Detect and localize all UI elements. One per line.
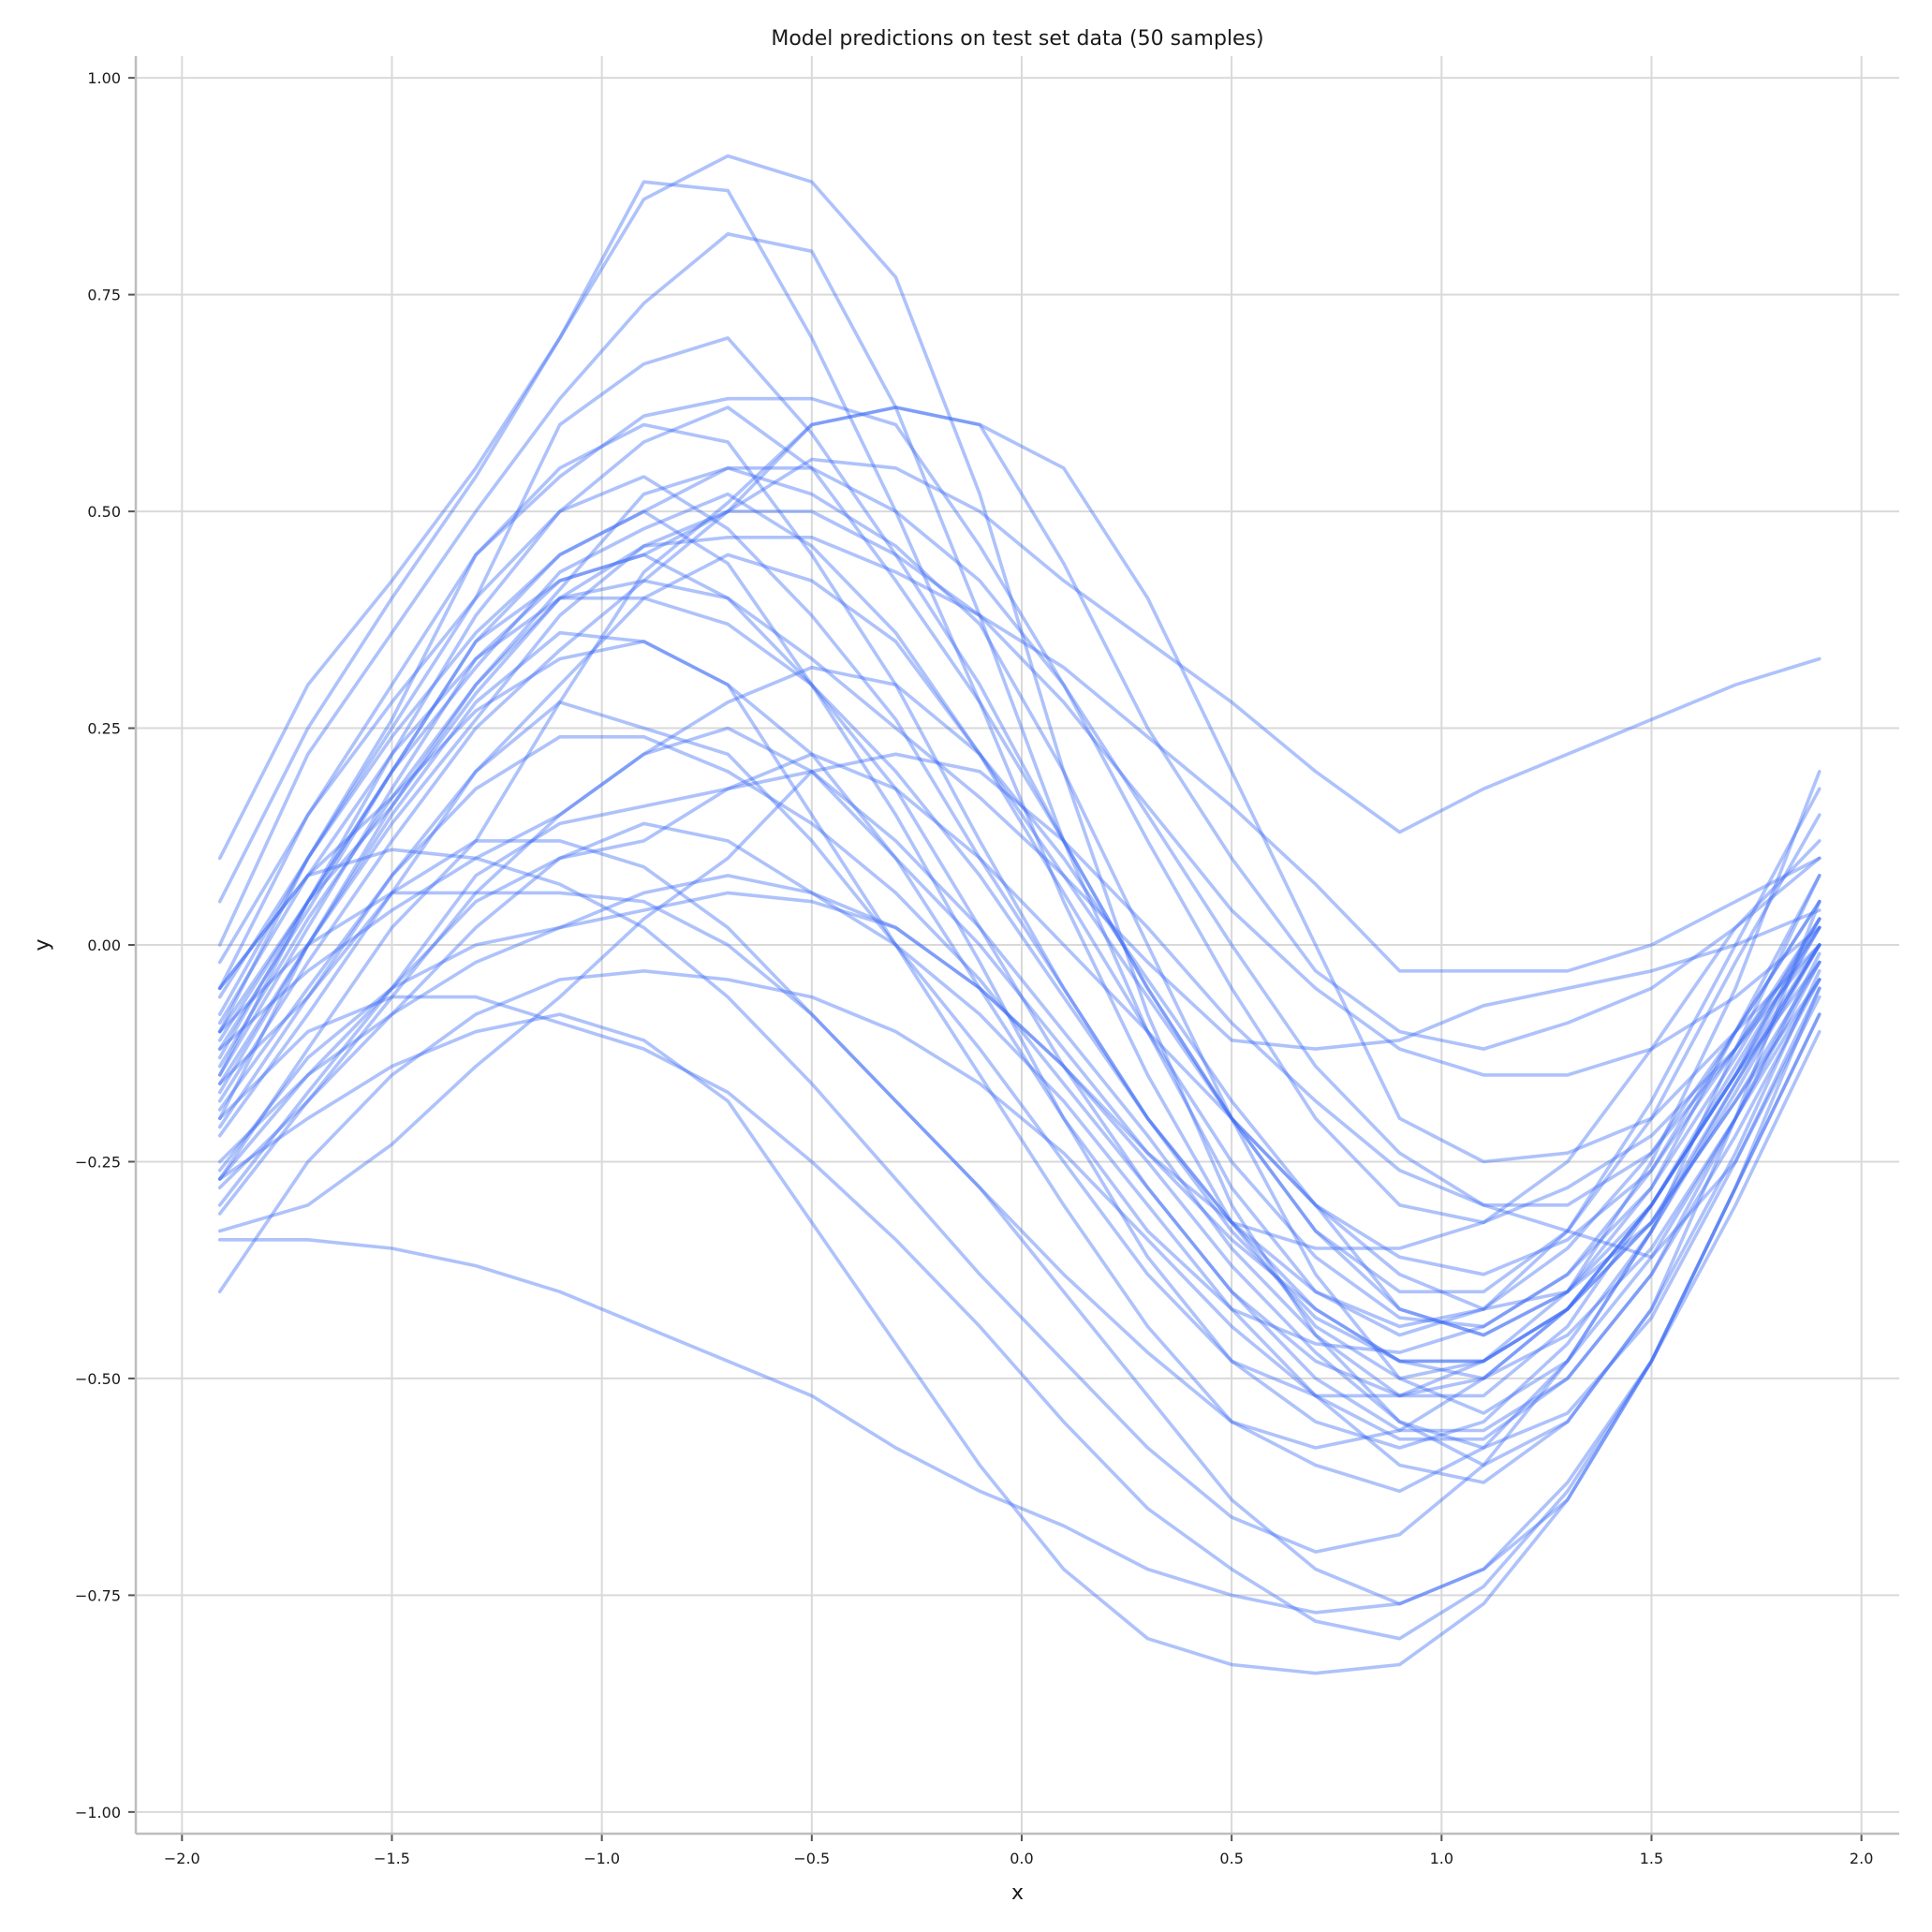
sample-line-20 — [217, 821, 1821, 1484]
sample-line-32 — [217, 475, 1821, 1329]
sample-line-25 — [217, 1012, 1821, 1615]
x-tick-label: −2.0 — [164, 1850, 200, 1867]
x-tick-label: 0.5 — [1219, 1850, 1243, 1867]
y-tick-label: 1.00 — [87, 69, 121, 87]
x-tick-label: 1.0 — [1430, 1850, 1453, 1867]
sample-line-21 — [217, 769, 1821, 1398]
y-tick-label: 0.75 — [87, 287, 121, 304]
sample-line-26 — [217, 995, 1821, 1641]
sample-line-19 — [217, 891, 1821, 1450]
y-tick-label: 0.25 — [87, 720, 121, 738]
sample-line-9 — [217, 457, 1821, 1060]
sample-line-37 — [217, 553, 1821, 1276]
sample-line-28 — [217, 492, 1821, 1329]
sample-line-36 — [217, 465, 1821, 1207]
series-group — [217, 154, 1821, 1675]
x-tick-label: −1.5 — [374, 1850, 410, 1867]
sample-line-29 — [217, 509, 1821, 1077]
sample-line-8 — [217, 406, 1821, 1181]
x-tick-label: −0.5 — [793, 1850, 830, 1867]
sample-line-22 — [217, 874, 1821, 1380]
sample-line-34 — [217, 422, 1821, 1364]
y-tick-label: −0.25 — [75, 1153, 121, 1171]
x-tick-label: 1.5 — [1640, 1850, 1663, 1867]
sample-line-27 — [217, 1012, 1821, 1675]
sample-line-6 — [217, 406, 1821, 1337]
sample-line-30 — [217, 406, 1821, 1164]
sample-line-10 — [217, 535, 1821, 1095]
sample-line-12 — [217, 640, 1821, 1494]
sample-line-5 — [217, 396, 1821, 1225]
sample-line-4 — [217, 336, 1821, 1294]
sample-line-33 — [217, 630, 1821, 1354]
sample-line-13 — [217, 700, 1821, 1398]
sample-line-31 — [217, 509, 1821, 1450]
sample-line-24 — [217, 969, 1821, 1441]
x-tick-label: 0.0 — [1010, 1850, 1033, 1867]
sample-line-2 — [217, 180, 1821, 1380]
sample-line-14 — [217, 726, 1821, 1250]
y-tick-label: 0.00 — [87, 937, 121, 954]
x-axis-label: x — [1011, 1881, 1024, 1905]
y-tick-label: −0.75 — [75, 1586, 121, 1604]
y-tick-label: 0.50 — [87, 503, 121, 521]
sample-line-35 — [217, 665, 1821, 1311]
y-axis-label: y — [31, 938, 54, 951]
sample-line-17 — [217, 848, 1821, 1554]
y-tick-label: −0.50 — [75, 1370, 121, 1388]
sample-line-15 — [217, 752, 1821, 1337]
sample-line-18 — [217, 891, 1821, 1606]
x-tick-label: −1.0 — [583, 1850, 620, 1867]
axes: −2.0 −1.5 −1.0 −0.5 0.0 0.5 1.0 1.5 2.0 1.00 0.75 0… — [75, 56, 1899, 1867]
y-tick-label: −1.00 — [75, 1804, 121, 1821]
sample-line-40 — [217, 734, 1821, 1433]
sample-line-16 — [217, 839, 1821, 1450]
x-tick-label: 2.0 — [1850, 1850, 1873, 1867]
sample-line-39 — [217, 596, 1821, 1364]
sample-line-1 — [217, 154, 1821, 1467]
chart-title: Model predictions on test set data (50 s… — [771, 27, 1263, 51]
sample-line-23 — [217, 752, 1821, 1260]
sample-line-3 — [217, 232, 1821, 1337]
sample-line-7 — [217, 465, 1821, 1415]
sample-line-38 — [217, 553, 1821, 1398]
sample-line-11 — [217, 579, 1821, 1051]
grid-lines — [136, 56, 1899, 1834]
